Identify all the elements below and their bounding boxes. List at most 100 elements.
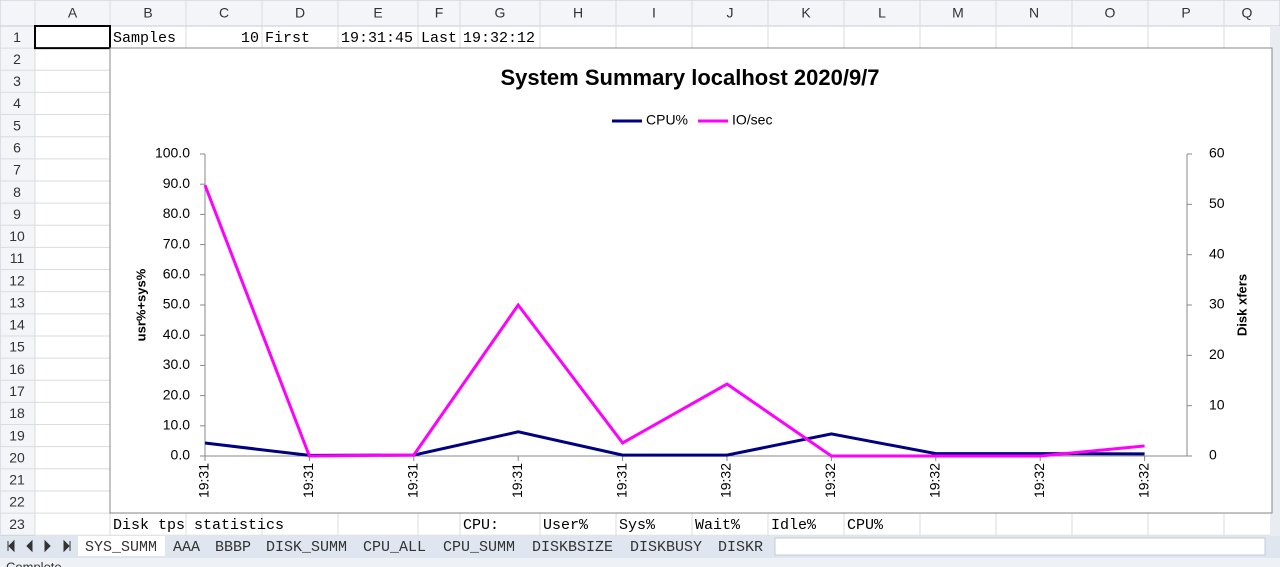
row-header: 11 bbox=[10, 250, 25, 266]
column-header: K bbox=[801, 5, 811, 21]
legend-label: CPU% bbox=[646, 112, 688, 128]
cell-text: Wait% bbox=[695, 517, 741, 534]
row-header: 2 bbox=[13, 51, 21, 67]
status-text: Complete bbox=[6, 559, 62, 567]
sheet-tab[interactable]: DISKR bbox=[718, 539, 763, 556]
x-tick-label: 19:31 bbox=[405, 463, 421, 498]
y-tick-label: 80.0 bbox=[163, 205, 190, 221]
row-header: 1 bbox=[13, 29, 21, 45]
tab-nav-button[interactable] bbox=[63, 539, 71, 553]
cell-text: First bbox=[265, 30, 310, 47]
column-header: Q bbox=[1242, 5, 1253, 21]
column-header: N bbox=[1029, 5, 1039, 21]
y2-tick-label: 10 bbox=[1209, 396, 1225, 412]
active-tab bbox=[78, 536, 165, 556]
cell-text: Samples bbox=[113, 30, 176, 47]
cell-text: User% bbox=[543, 517, 589, 534]
cell-text: Sys% bbox=[619, 517, 656, 534]
y2-axis-title: Disk xfers bbox=[1234, 274, 1249, 336]
legend-label: IO/sec bbox=[732, 112, 772, 128]
v-scrollbar bbox=[1270, 26, 1280, 536]
x-tick-label: 19:32 bbox=[822, 463, 838, 498]
column-header: A bbox=[68, 5, 78, 21]
row-header: 3 bbox=[13, 73, 21, 89]
y2-tick-label: 40 bbox=[1209, 245, 1225, 261]
chart-area bbox=[109, 47, 1273, 514]
sheet-tab[interactable]: DISKBSIZE bbox=[532, 539, 613, 556]
tab-nav-button[interactable] bbox=[7, 539, 15, 553]
row-header: 22 bbox=[9, 494, 25, 510]
cell-text: CPU: bbox=[463, 517, 499, 534]
row-header: 14 bbox=[9, 317, 25, 333]
y2-tick-label: 50 bbox=[1209, 195, 1225, 211]
cell-text: 10 bbox=[241, 30, 259, 47]
row-header: 10 bbox=[9, 228, 25, 244]
cell-text: Disk tps statistics bbox=[113, 517, 284, 534]
sheet-tabs: SYS_SUMM AAA BBBP DISK_SUMM CPU_ALL CPU_SUMM D… bbox=[78, 536, 763, 556]
row-header-bar bbox=[0, 25, 36, 537]
h-scrollbar[interactable] bbox=[774, 537, 1266, 556]
column-header: P bbox=[1181, 5, 1190, 21]
row-header: 5 bbox=[13, 117, 21, 133]
cell-text: 19:32:12 bbox=[463, 30, 535, 47]
x-tick-label: 19:31 bbox=[613, 463, 629, 498]
sheet-tab[interactable]: CPU_SUMM bbox=[443, 539, 515, 556]
column-header: H bbox=[573, 5, 583, 21]
row-header: 4 bbox=[13, 95, 21, 111]
y2-tick-label: 60 bbox=[1209, 145, 1225, 161]
row-header: 8 bbox=[13, 184, 21, 200]
header-bar bbox=[0, 0, 1280, 27]
cell-text: CPU% bbox=[847, 517, 884, 534]
column-header: G bbox=[495, 5, 506, 21]
y-tick-label: 90.0 bbox=[163, 175, 190, 191]
y-tick-label: 40.0 bbox=[163, 326, 190, 342]
x-tick-label: 19:31 bbox=[300, 463, 316, 498]
row-header: 9 bbox=[13, 206, 21, 222]
y-tick-label: 30.0 bbox=[163, 356, 190, 372]
column-header: C bbox=[219, 5, 229, 21]
column-header: I bbox=[652, 5, 656, 21]
y-tick-label: 60.0 bbox=[163, 266, 190, 282]
row-header: 12 bbox=[9, 272, 25, 288]
y2-tick-label: 20 bbox=[1209, 346, 1225, 362]
cell-text: 19:31:45 bbox=[341, 30, 413, 47]
chart-title: System Summary localhost 2020/9/7 bbox=[500, 65, 879, 90]
y2-tick-label: 0 bbox=[1209, 447, 1217, 463]
y-tick-label: 20.0 bbox=[163, 386, 190, 402]
x-tick-label: 19:31 bbox=[196, 463, 212, 498]
column-header: D bbox=[295, 5, 305, 21]
column-header: B bbox=[143, 5, 152, 21]
chart: System Summary localhost 2020/9/7 0.0 10.0… bbox=[109, 47, 1273, 514]
sheet-tab[interactable]: DISKBUSY bbox=[630, 539, 702, 556]
row-header: 21 bbox=[9, 472, 25, 488]
row-header: 13 bbox=[9, 294, 25, 310]
sheet-tab[interactable]: AAA bbox=[173, 539, 200, 556]
x-tick-label: 19:31 bbox=[509, 463, 525, 498]
sheet-tab[interactable]: BBBP bbox=[215, 539, 251, 556]
status-bar bbox=[0, 558, 1280, 567]
row-header: 7 bbox=[13, 162, 21, 178]
active-cell bbox=[34, 25, 111, 50]
tab-nav-button[interactable] bbox=[26, 539, 33, 553]
column-header: M bbox=[952, 5, 964, 21]
row-header: 20 bbox=[9, 449, 25, 465]
row-header: 15 bbox=[9, 339, 25, 355]
y-tick-label: 0.0 bbox=[171, 447, 191, 463]
row-header: 23 bbox=[9, 516, 25, 532]
y2-tick-label: 30 bbox=[1209, 296, 1225, 312]
sheet-tab[interactable]: CPU_ALL bbox=[363, 539, 426, 556]
column-header: O bbox=[1105, 5, 1116, 21]
series-line bbox=[203, 184, 1145, 458]
tab-nav-button[interactable] bbox=[44, 539, 51, 553]
sheet-tab[interactable]: DISK_SUMM bbox=[266, 539, 347, 556]
column-header: F bbox=[435, 5, 444, 21]
column-header: J bbox=[727, 5, 734, 21]
row-header: 6 bbox=[13, 139, 21, 155]
y-tick-label: 70.0 bbox=[163, 235, 190, 251]
column-header: E bbox=[373, 5, 382, 21]
row-header: 18 bbox=[9, 405, 25, 421]
cell-text: Idle% bbox=[771, 517, 817, 534]
sheet-tab[interactable]: SYS_SUMM bbox=[85, 539, 157, 556]
x-tick-label: 19:32 bbox=[1031, 463, 1047, 498]
